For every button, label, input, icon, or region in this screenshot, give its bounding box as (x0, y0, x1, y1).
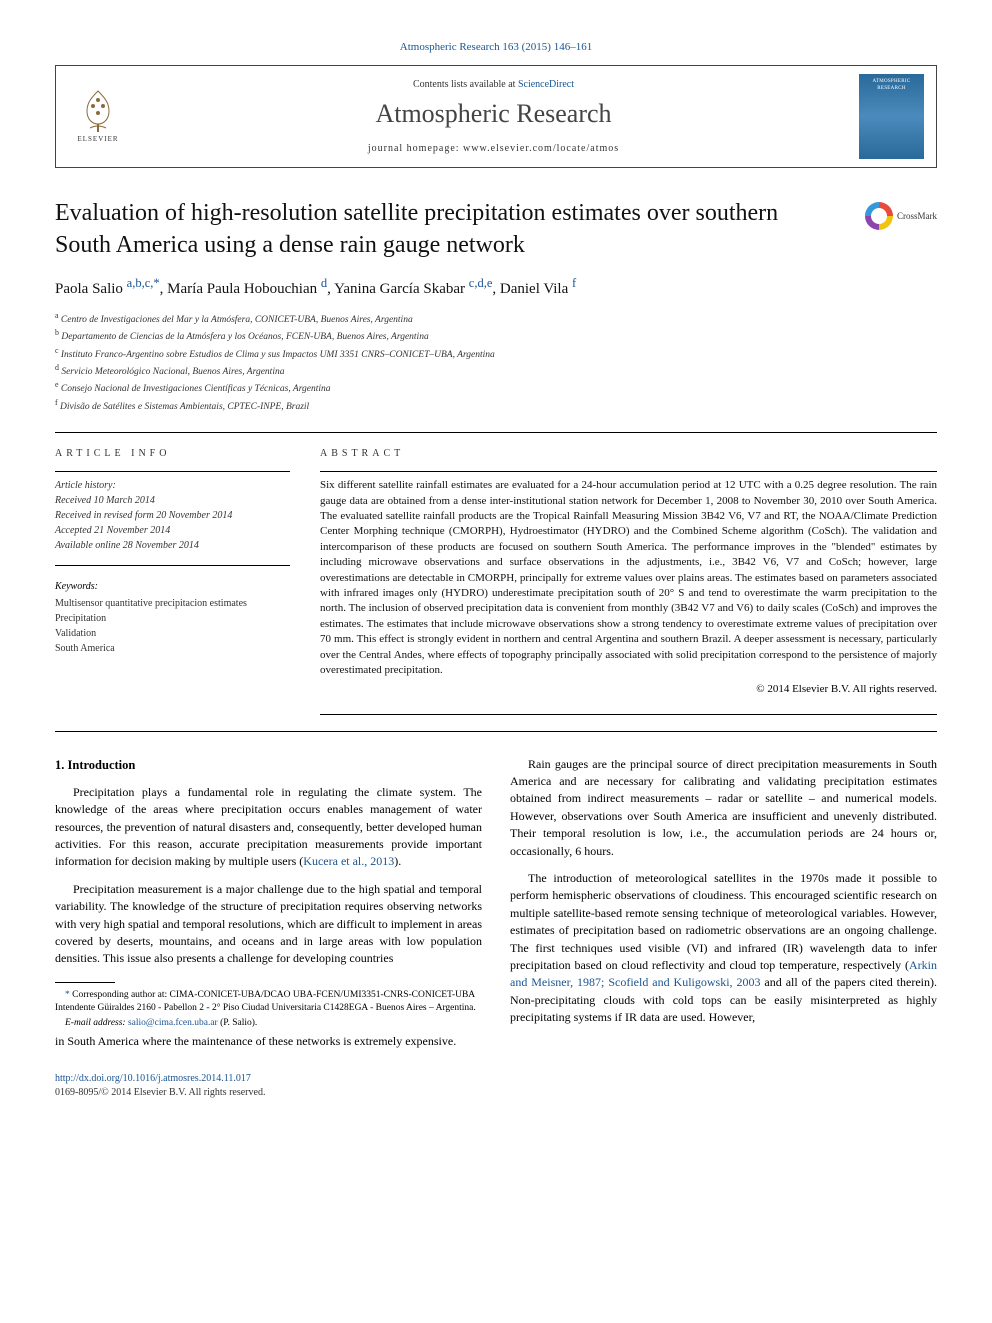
doi-link[interactable]: http://dx.doi.org/10.1016/j.atmosres.201… (55, 1073, 251, 1084)
contents-lists-line: Contents lists available at ScienceDirec… (128, 78, 859, 92)
p5-pre: The introduction of meteorological satel… (510, 871, 937, 972)
elsevier-wordmark: ELSEVIER (77, 135, 118, 145)
author-4-name: , Daniel Vila (492, 281, 572, 297)
author-2-name: , María Paula Hobouchian (160, 281, 321, 297)
footnote-rule (55, 982, 115, 983)
aff-d: Servicio Meteorológico Nacional, Buenos … (61, 367, 284, 377)
author-4-aff[interactable]: f (572, 281, 576, 297)
footnote-email-link[interactable]: salio@cima.fcen.uba.ar (128, 1018, 218, 1028)
p4-text: Rain gauges are the principal source of … (510, 756, 937, 860)
divider (320, 714, 937, 715)
history-online: Available online 28 November 2014 (55, 538, 290, 553)
affiliations: a Centro de Investigaciones del Mar y la… (55, 310, 937, 414)
body-columns: 1. Introduction Precipitation plays a fu… (55, 756, 937, 1050)
abstract-text: Six different satellite rainfall estimat… (320, 478, 937, 678)
crossmark-badge[interactable]: CrossMark (865, 202, 937, 230)
author-3-name: , Yanina García Skabar (327, 281, 469, 297)
journal-name: Atmospheric Research (128, 96, 859, 132)
keywords-label: Keywords: (55, 580, 290, 594)
aff-a: Centro de Investigaciones del Mar y la A… (61, 315, 413, 325)
contents-prefix: Contents lists available at (413, 79, 518, 90)
aff-e: Consejo Nacional de Investigaciones Cien… (61, 385, 331, 395)
corresponding-footnote: * Corresponding author at: CIMA-CONICET-… (55, 989, 482, 1031)
issue-reference: Atmospheric Research 163 (2015) 146–161 (55, 40, 937, 55)
homepage-url[interactable]: www.elsevier.com/locate/atmos (463, 143, 619, 154)
history-revised: Received in revised form 20 November 201… (55, 508, 290, 523)
section-intro-heading: 1. Introduction (55, 756, 482, 774)
p1-text: Precipitation plays a fundamental role i… (55, 785, 482, 869)
history-received: Received 10 March 2014 (55, 493, 290, 508)
divider (320, 471, 937, 472)
journal-cover-thumb: ATMOSPHERIC RESEARCH (859, 74, 924, 159)
divider (55, 565, 290, 566)
crossmark-icon (865, 202, 893, 230)
footnote-email-label: E-mail address: (65, 1018, 128, 1028)
cover-title: ATMOSPHERIC RESEARCH (859, 78, 924, 92)
journal-header: ELSEVIER Contents lists available at Sci… (55, 65, 937, 168)
elsevier-tree-icon (78, 88, 118, 133)
author-3-aff[interactable]: c,d,e (469, 281, 493, 297)
abstract-heading: abstract (320, 447, 937, 461)
page-footer: http://dx.doi.org/10.1016/j.atmosres.201… (55, 1072, 937, 1100)
author-1-aff[interactable]: a,b,c, (127, 281, 154, 297)
issn-line: 0169-8095/© 2014 Elsevier B.V. All right… (55, 1086, 937, 1100)
article-title: Evaluation of high-resolution satellite … (55, 198, 937, 260)
footnote-email-after: (P. Salio). (218, 1018, 258, 1028)
footnote-corr: Corresponding author at: CIMA-CONICET-UB… (55, 990, 476, 1013)
divider (55, 471, 290, 472)
history-label: Article history: (55, 478, 290, 493)
authors-line: Paola Salio a,b,c,*, María Paula Hobouch… (55, 275, 937, 300)
abstract-copyright: © 2014 Elsevier B.V. All rights reserved… (320, 682, 937, 697)
divider (55, 432, 937, 433)
author-1-name: Paola Salio (55, 281, 127, 297)
history-accepted: Accepted 21 November 2014 (55, 523, 290, 538)
p2-text: Precipitation measurement is a major cha… (55, 881, 482, 968)
journal-homepage: journal homepage: www.elsevier.com/locat… (128, 142, 859, 156)
sciencedirect-link[interactable]: ScienceDirect (518, 79, 574, 90)
p1-after: ). (394, 854, 401, 868)
aff-c: Instituto Franco-Argentino sobre Estudio… (61, 350, 495, 360)
homepage-prefix: journal homepage: (368, 143, 463, 154)
aff-f: Divisão de Satélites e Sistemas Ambienta… (60, 402, 309, 412)
divider (55, 731, 937, 732)
issue-reference-link[interactable]: Atmospheric Research 163 (2015) 146–161 (400, 41, 592, 53)
p3-text: in South America where the maintenance o… (55, 1033, 482, 1050)
crossmark-label: CrossMark (897, 210, 937, 223)
keywords-list: Multisensor quantitative precipitacion e… (55, 596, 290, 656)
ref-kucera[interactable]: Kucera et al., 2013 (303, 854, 394, 868)
elsevier-logo: ELSEVIER (68, 82, 128, 152)
aff-b: Departamento de Ciencias de la Atmósfera… (61, 332, 428, 342)
article-info-heading: article info (55, 447, 290, 461)
